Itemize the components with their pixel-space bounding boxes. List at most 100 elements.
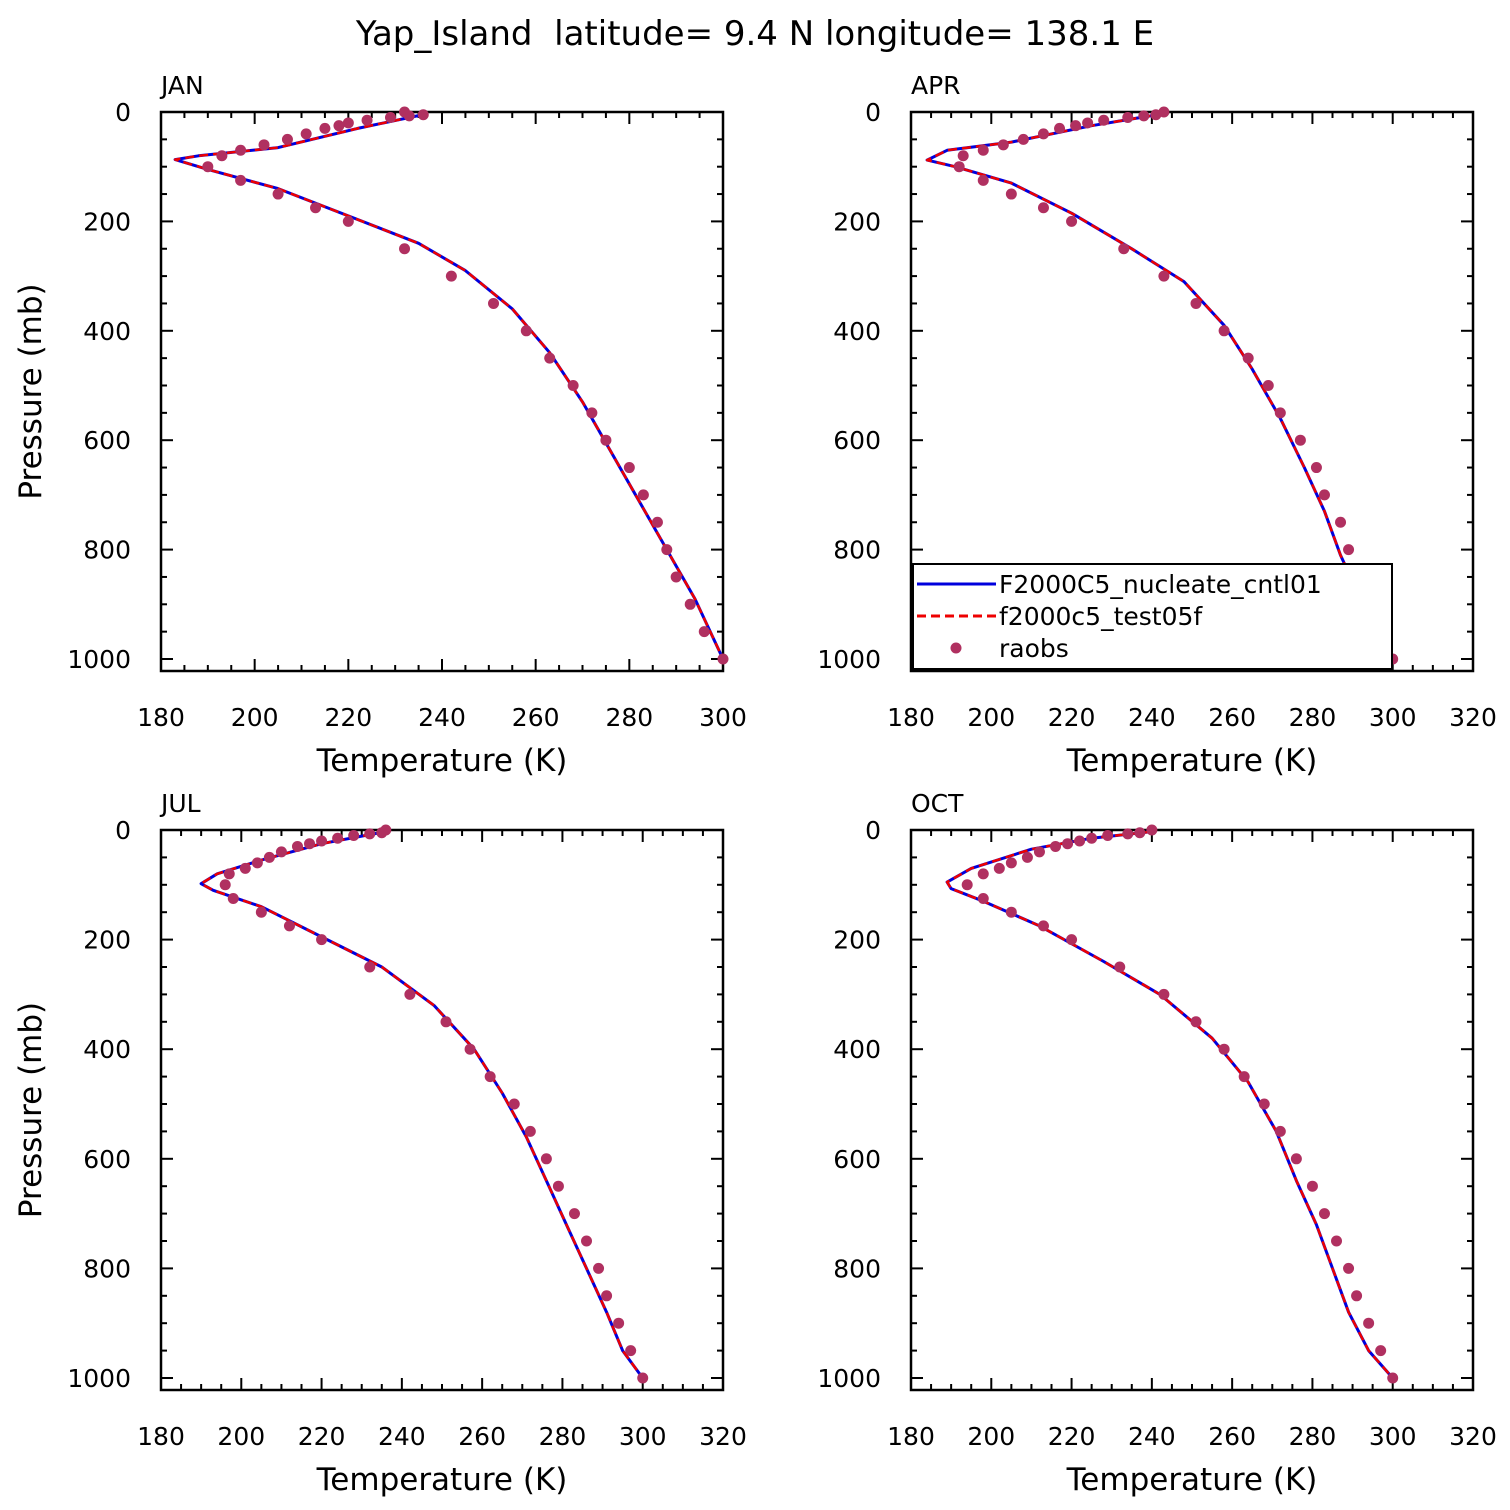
plot-frame: [909, 828, 1475, 1392]
data-point: [552, 1180, 564, 1192]
data-point: [1062, 838, 1074, 850]
data-point: [484, 1071, 496, 1083]
data-point: [544, 352, 556, 364]
data-point: [613, 1317, 625, 1329]
data-point: [275, 846, 287, 858]
y-tick-label: 800: [83, 1254, 131, 1283]
data-point: [1294, 434, 1306, 446]
data-point: [1318, 1208, 1330, 1220]
y-tick-label: 600: [83, 426, 131, 455]
data-point: [364, 961, 376, 973]
x-tick-label: 180: [887, 703, 935, 732]
y-tick-label: 400: [83, 1035, 131, 1064]
data-point: [316, 934, 328, 946]
y-tick-label: 600: [83, 1145, 131, 1174]
data-point: [1134, 827, 1146, 839]
data-point: [625, 1345, 637, 1357]
data-point: [1005, 188, 1017, 200]
data-point: [235, 174, 247, 186]
data-point: [1037, 920, 1049, 932]
data-point: [1274, 407, 1286, 419]
data-point: [1005, 906, 1017, 918]
panel-jan: 180 200 220 240 260 280 300 0 200 400 600 800 1000 JA…: [13, 71, 747, 779]
panels: 180 200 220 240 260 280 300 0 200 400 600 800 1000 JA…: [13, 71, 1497, 1498]
x-tick-label: 260: [512, 703, 560, 732]
data-point: [1066, 934, 1078, 946]
data-point: [403, 110, 415, 122]
x-tick-label: 240: [378, 1422, 426, 1451]
x-tick-label: 280: [605, 703, 653, 732]
y-tick-label: 400: [833, 1035, 881, 1064]
data-point: [586, 407, 598, 419]
data-point: [651, 516, 663, 528]
figure-title: Yap_Island latitude= 9.4 N longitude= 13…: [355, 14, 1154, 54]
data-point: [993, 862, 1005, 874]
data-point: [670, 571, 682, 583]
data-point: [399, 243, 411, 255]
data-point: [1387, 1372, 1399, 1384]
x-tick-label: 200: [231, 703, 279, 732]
x-tick-label: 220: [1048, 1422, 1096, 1451]
series-line-cntl: [173, 112, 725, 660]
x-tick-label: 220: [1048, 703, 1096, 732]
y-tick-label: 0: [865, 816, 881, 845]
data-point: [600, 434, 612, 446]
legend-marker: [950, 642, 962, 654]
data-point: [637, 489, 649, 501]
plot-frame: [159, 828, 725, 1392]
data-point: [1070, 120, 1082, 132]
data-point: [348, 829, 360, 841]
data-point: [376, 827, 388, 839]
data-point: [1335, 516, 1347, 528]
data-point: [977, 868, 989, 880]
x-tick-label: 180: [887, 1422, 935, 1451]
panel-label: OCT: [911, 789, 964, 818]
legend-label: f2000c5_test05f: [999, 602, 1203, 631]
legend: F2000C5_nucleate_cntl01 f2000c5_test05fra…: [912, 563, 1393, 670]
data-point: [1343, 1262, 1355, 1274]
data-point: [1262, 380, 1274, 391]
data-point: [216, 150, 228, 162]
y-tick-label: 1000: [67, 645, 131, 674]
data-point: [281, 133, 293, 145]
data-point: [1074, 835, 1086, 847]
data-point: [593, 1262, 605, 1274]
data-point: [319, 122, 331, 134]
data-point: [333, 120, 345, 132]
panel-label: APR: [911, 71, 961, 100]
plot-frame: [159, 110, 725, 673]
y-tick-label: 800: [833, 536, 881, 565]
data-point: [258, 139, 270, 151]
data-point: [1238, 1071, 1250, 1083]
data-point: [1037, 202, 1049, 214]
y-tick-label: 800: [833, 1254, 881, 1283]
data-point: [239, 862, 251, 874]
x-tick-label: 260: [1208, 1422, 1256, 1451]
data-point: [568, 1208, 580, 1220]
x-tick-label: 180: [137, 1422, 185, 1451]
data-point: [235, 144, 247, 156]
x-tick-label: 320: [1449, 703, 1497, 732]
y-tick-label: 200: [833, 926, 881, 955]
data-point: [1098, 114, 1110, 126]
data-point: [957, 150, 969, 162]
x-axis-label: Temperature (K): [316, 1462, 568, 1498]
data-point: [997, 139, 1009, 151]
data-point: [304, 838, 316, 850]
data-point: [227, 893, 239, 904]
y-tick-label: 400: [833, 317, 881, 346]
y-tick-label: 0: [115, 816, 131, 845]
data-point: [263, 851, 275, 863]
data-point: [1351, 1290, 1363, 1302]
data-point: [623, 462, 635, 474]
data-point: [1218, 1043, 1230, 1055]
data-point: [291, 840, 303, 852]
data-point: [961, 879, 973, 891]
x-tick-label: 300: [1369, 703, 1417, 732]
data-point: [540, 1153, 552, 1165]
x-axis-label: Temperature (K): [1066, 743, 1318, 779]
data-point: [567, 380, 579, 391]
y-axis-label: Pressure (mb): [13, 1002, 49, 1218]
data-point: [251, 857, 263, 869]
data-point: [977, 144, 989, 156]
